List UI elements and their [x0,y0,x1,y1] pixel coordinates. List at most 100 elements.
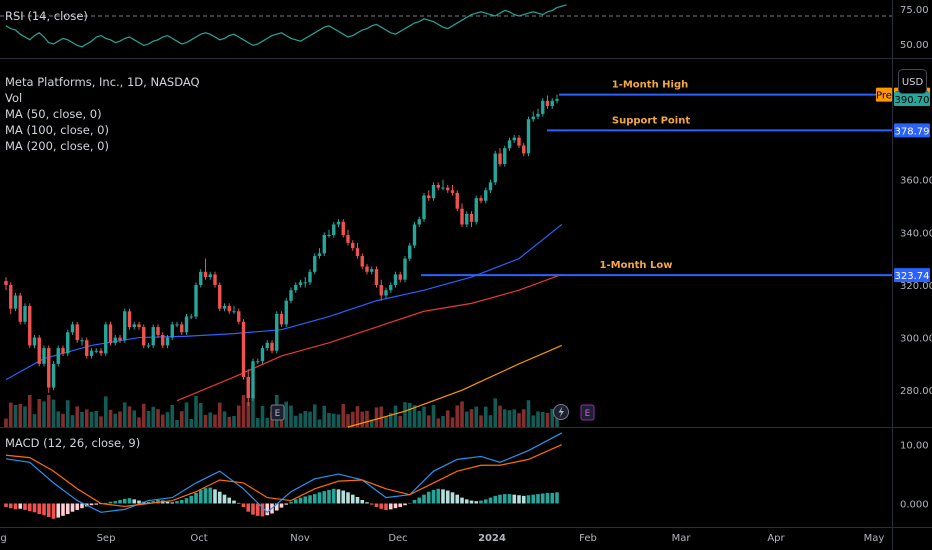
volume-bar [146,411,151,427]
candle-body [370,269,374,272]
volume-bar [289,405,293,427]
volume-bar [517,413,521,427]
candle-body [493,153,497,183]
last-price-tag-bg [894,91,930,106]
volume-bar [441,416,445,427]
candle-body [507,140,512,149]
macd-histogram-bar [426,491,431,504]
candle-body [70,324,75,333]
candle-body [184,316,189,333]
candle-body [85,340,89,356]
macd-pane[interactable]: 10.00 0.000 [4,432,929,519]
candle-body [503,148,507,164]
volume-bar [170,405,175,427]
horizontal-level-label: 1-Month High [612,80,689,91]
volume-bar [540,412,545,427]
macd-tick-label: 10.00 [900,441,929,452]
candle-body [294,284,298,291]
macd-histogram-bar [194,492,198,504]
macd-histogram-bar [331,488,336,504]
candle-body [213,274,217,285]
candle-body [132,324,136,328]
ma50-legend: MA (50, close, 0) [5,107,102,121]
volume-bar [260,406,265,427]
candle-body [75,324,79,341]
macd-histogram-bar [384,503,388,510]
candle-body [260,348,265,362]
volume-bar [18,404,23,427]
candle-body [536,113,540,117]
volume-bar [23,406,27,427]
candle-body [317,253,322,257]
volume-bar [160,414,165,427]
candle-body [355,248,360,257]
candle-body [13,295,18,309]
candle-body [469,213,474,222]
macd-histogram-bar [251,503,255,515]
volume-bar [531,415,536,427]
horizontal-lines[interactable]: 1-Month High Support Point 1-Month Low [421,80,892,277]
candle-body [336,221,341,225]
macd-histogram-bar [70,503,75,512]
volume-bar [303,411,308,427]
volume-bar [379,406,384,427]
candlesticks[interactable] [4,94,559,406]
volume-bar [350,411,355,427]
earnings-marker-oct[interactable]: E [270,404,285,421]
volume-bar [65,400,70,427]
volume-bar [308,411,312,427]
macd-histogram-bar [232,500,236,504]
macd-histogram-bar [65,503,70,515]
rsi-pane[interactable]: 75.00 50.00 [0,4,929,51]
macd-histogram-bar [483,499,488,504]
macd-histogram-bar [170,502,175,504]
candle-body [222,306,227,309]
volume-bar [555,417,559,427]
candle-body [180,324,184,333]
volume-bar [445,410,450,427]
macd-histogram-bar [398,503,403,508]
macd-histogram-bar [94,503,99,505]
macd-signal-line [5,444,562,508]
macd-histogram-bar [260,503,265,517]
candle-body [398,274,402,280]
pre-badge: Pre [876,91,892,102]
volume-bar [550,408,555,427]
volume-bar [450,417,455,427]
candle-body [146,345,151,347]
volume-bar [103,396,108,427]
dividend-lightning-icon[interactable] [553,404,569,420]
earnings-marker-feb[interactable]: E [580,404,595,421]
candle-body [165,337,170,346]
macd-histogram-bar [455,494,460,504]
last-price-tag: 390.70 [895,95,930,106]
candle-body [218,284,222,309]
macd-histogram-bar [308,495,312,504]
macd-histogram-bar [555,492,559,504]
volume-bar [346,414,350,427]
ma50-line [5,223,563,381]
candle-body [99,350,103,354]
macd-histogram-bar [127,498,132,504]
macd-histogram-bar [374,503,379,508]
volume-bar [493,398,498,427]
price-tick-label: 320.00 [900,281,932,292]
candle-body [161,334,165,346]
macd-histogram-bar [521,495,526,504]
macd-histogram-bar [89,503,94,506]
volume-bar [498,405,502,427]
macd-histogram-bar [365,502,369,504]
macd-histogram-bar [189,495,194,504]
candle-body [488,182,493,191]
macd-histogram-bar [265,503,270,516]
candle-body [108,324,113,343]
macd-histogram-bar [246,503,251,512]
volume-bar [208,412,213,427]
candle-body [227,306,231,312]
volume-bar [512,409,517,427]
macd-histogram-bar [407,502,412,504]
macd-histogram-bar [18,503,23,509]
macd-histogram-bar [8,503,13,509]
currency-button[interactable]: USD [898,69,927,94]
